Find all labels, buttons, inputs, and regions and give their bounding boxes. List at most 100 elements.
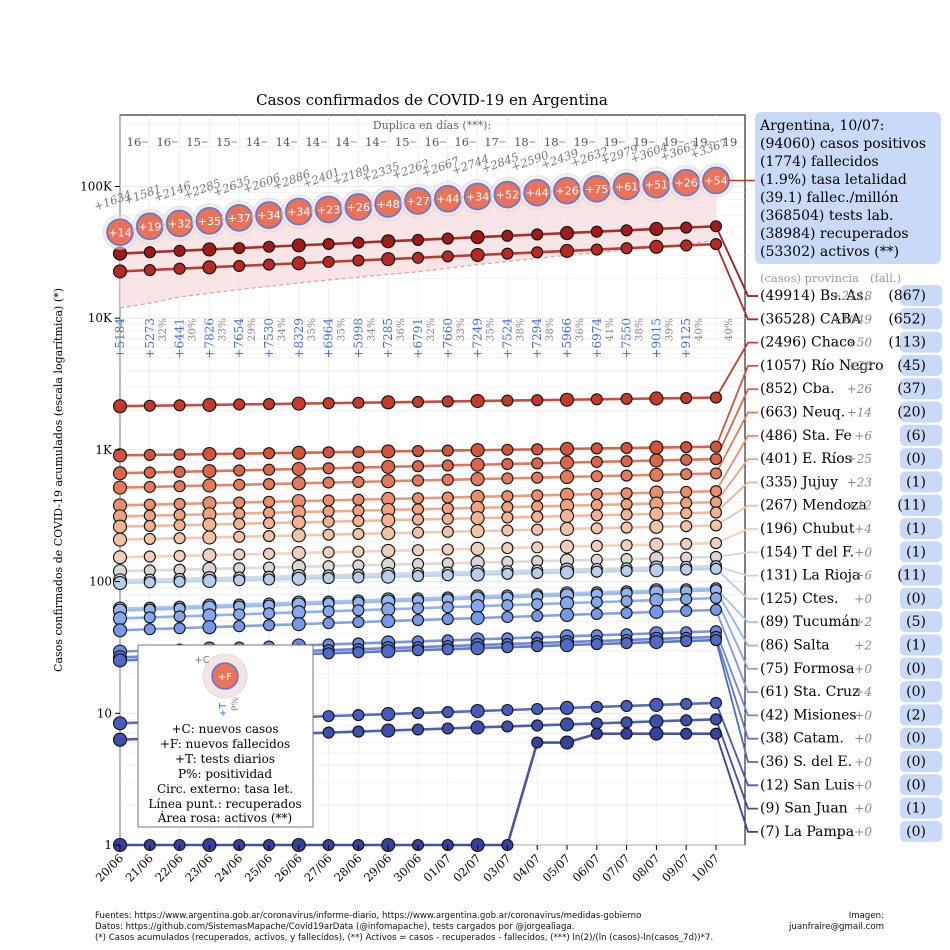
province-point: [501, 720, 514, 733]
tests-label: +6964: [322, 318, 336, 359]
tests-label: +6974: [590, 318, 604, 359]
legend-delta: +1049: [831, 312, 872, 326]
province-point: [411, 707, 425, 720]
province-point: [590, 596, 603, 609]
legend-connectors: [715, 225, 758, 833]
legend-label: (196) Chubut: [760, 521, 855, 537]
province-point: [590, 539, 603, 553]
legend-connector: [715, 630, 758, 717]
province-point: [173, 610, 186, 623]
province-point: [470, 247, 485, 263]
national-death-label: +61: [615, 180, 638, 193]
y-tick-label: 10K: [88, 311, 113, 325]
province-point: [680, 496, 693, 509]
legend-deaths-bg: [900, 354, 942, 376]
x-tick-label: 21/06: [123, 851, 156, 884]
footer-sources: Fuentes: https://www.argentina.gob.ar/co…: [95, 911, 713, 944]
province-point: [173, 508, 186, 522]
province-point: [680, 453, 693, 466]
province-point: [531, 228, 544, 241]
legend-label: (49914) Bs. As.: [760, 288, 868, 304]
province-point: [709, 633, 723, 647]
province-point: [411, 395, 425, 408]
province-point: [352, 725, 365, 738]
province-point: [143, 264, 156, 277]
province-point: [470, 511, 485, 526]
province-point: [590, 243, 603, 256]
positivity-label: 34%: [365, 318, 377, 341]
province-point: [501, 457, 514, 471]
legend-delta: +0: [854, 592, 872, 606]
province-point: [262, 530, 276, 543]
province-point: [322, 505, 335, 518]
x-tick-label: 08/07: [629, 851, 662, 884]
province-point: [590, 607, 603, 621]
legend-deaths-bg: [900, 424, 942, 446]
legend-connector: [715, 565, 758, 577]
province-point: [680, 485, 693, 498]
doubling-day: 15: [395, 135, 410, 149]
province-point: [531, 523, 544, 536]
positivity-label: 38%: [514, 318, 526, 341]
province-point: [680, 441, 693, 454]
province-point: [381, 543, 396, 558]
province-point: [590, 225, 603, 238]
info-line-6: (38984) recuperados: [760, 226, 909, 242]
province-point: [381, 459, 396, 474]
y-tick-label: 1: [104, 838, 112, 852]
province-point: [143, 576, 156, 589]
legend-deaths-bg: [900, 564, 942, 586]
province-point: [322, 647, 335, 660]
x-tick-label: 05/07: [540, 851, 573, 884]
province-point: [501, 641, 514, 654]
province-point: [411, 723, 425, 736]
province-point: [143, 498, 156, 511]
province-point: [173, 575, 186, 588]
legend-label: (154) T del F.: [760, 544, 854, 560]
province-point: [649, 563, 664, 578]
province-point: [322, 494, 335, 507]
x-tick-label: 29/06: [361, 851, 394, 884]
national-death-label: +34: [257, 209, 280, 222]
y-tick-label: 1K: [95, 443, 113, 457]
province-point: [680, 593, 693, 606]
province-point: [470, 599, 485, 614]
province-point: [680, 221, 693, 234]
province-point: [352, 527, 365, 541]
national-death-label: +48: [377, 198, 400, 211]
province-point: [531, 736, 544, 749]
province-point: [470, 610, 485, 626]
province-point: [233, 574, 246, 587]
doubling-day: 16: [156, 135, 171, 149]
legend-deaths: (0): [906, 591, 926, 607]
province-point: [291, 605, 306, 620]
legend-label: (335) Jujuy: [760, 474, 838, 490]
legend-deaths: (6): [906, 428, 926, 444]
legend-delta: +0: [854, 708, 872, 722]
province-point: [559, 455, 575, 470]
tests-label: +9125: [679, 318, 693, 359]
positivity-label: 32%: [157, 318, 169, 341]
province-point: [441, 543, 454, 556]
province-point: [352, 461, 365, 474]
province-point: [531, 702, 544, 716]
province-point: [709, 453, 723, 466]
key-line-1: +C: nuevos casos: [171, 722, 278, 736]
key-sample-f: +F: [218, 672, 232, 683]
province-point: [441, 491, 454, 504]
province-point: [143, 550, 156, 563]
province-point: [620, 487, 633, 500]
positivity-label: 33%: [216, 318, 228, 341]
legend-deaths: (0): [906, 731, 926, 747]
province-point: [352, 493, 365, 506]
province-point: [649, 537, 664, 552]
province-point: [112, 399, 128, 414]
province-point: [501, 703, 514, 717]
positivity-label: 38%: [634, 318, 646, 341]
province-point: [322, 237, 335, 251]
x-tick-label: 04/07: [510, 851, 543, 884]
province-point: [411, 460, 425, 473]
province-point: [202, 548, 217, 563]
province-point: [441, 395, 454, 408]
